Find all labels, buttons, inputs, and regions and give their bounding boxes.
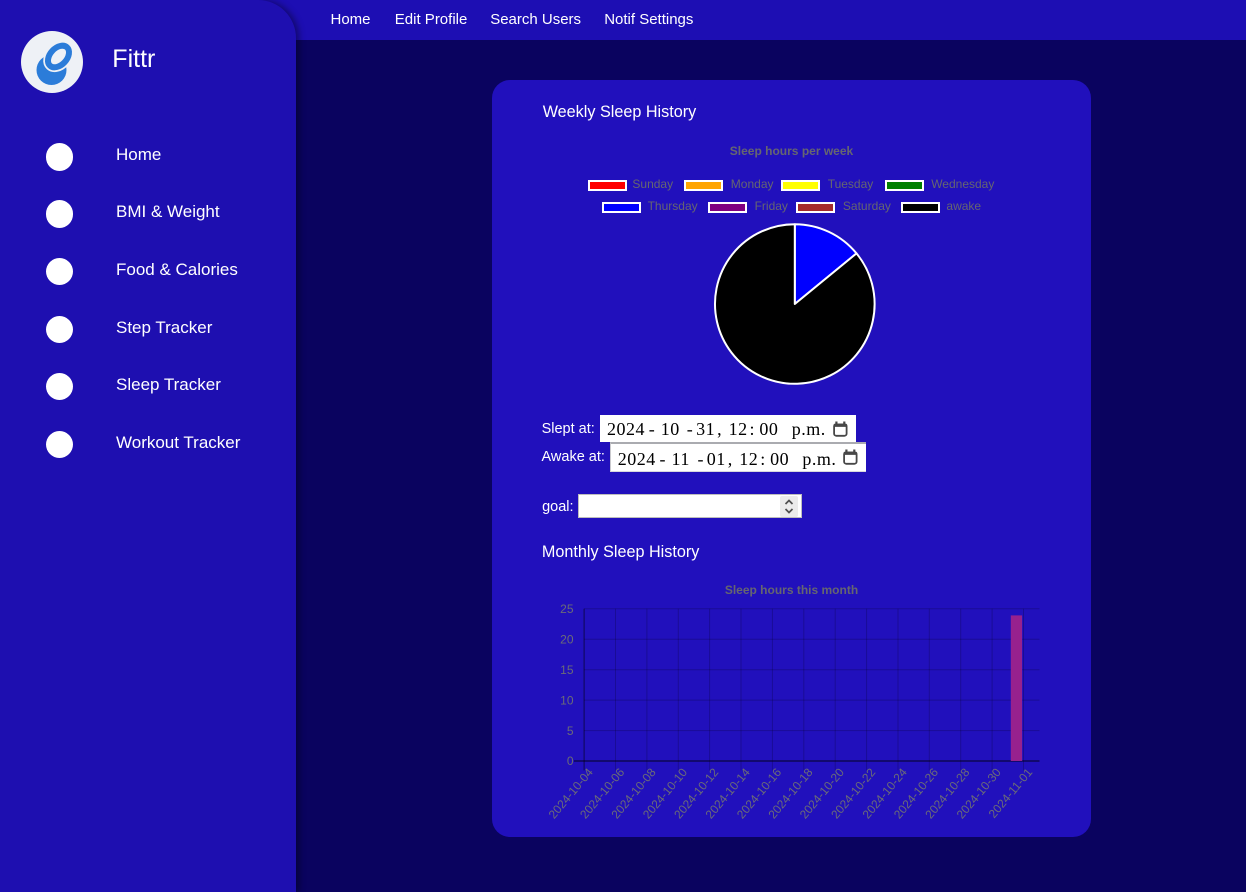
svg-text:5: 5	[567, 724, 574, 738]
svg-text:0: 0	[567, 754, 574, 768]
svg-text:10: 10	[560, 693, 574, 707]
svg-text:15: 15	[560, 663, 574, 677]
svg-text:25: 25	[560, 602, 574, 616]
svg-text:20: 20	[560, 632, 574, 646]
